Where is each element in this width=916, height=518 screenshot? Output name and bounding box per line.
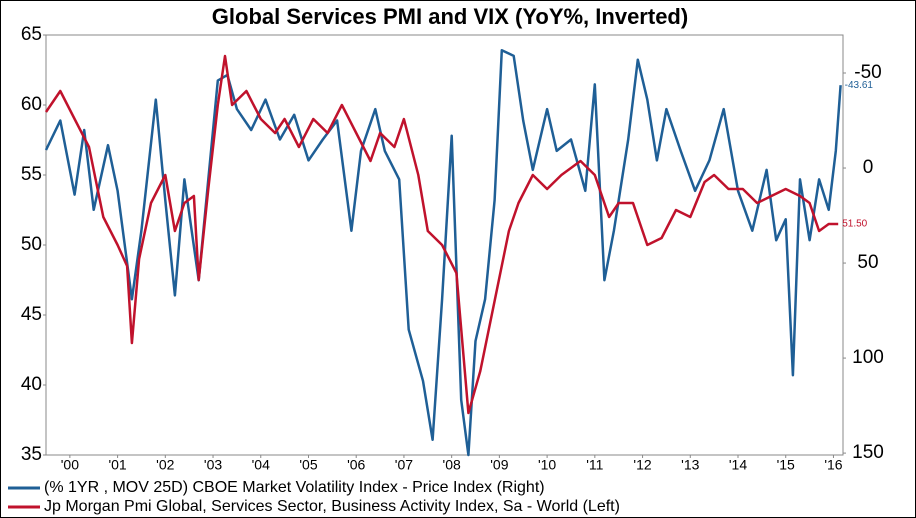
x-tick-label: '07 [395,457,413,473]
x-tick-label: '15 [777,457,795,473]
x-tick-label: '06 [347,457,365,473]
y2-tick-label: 100 [852,347,884,368]
x-tick-label: '09 [490,457,508,473]
y-tick-label: 35 [21,444,42,465]
x-tick-label: '11 [586,457,603,473]
y2-tick-label: 50 [857,252,878,273]
y-tick-label: 65 [21,24,42,45]
legend-label: Jp Morgan Pmi Global, Services Sector, B… [44,498,620,515]
x-tick-label: '01 [108,457,126,473]
y2-tick-label: -50 [854,62,881,83]
value-label: 51.50 [842,219,867,230]
x-tick-label: '10 [538,457,556,473]
y2-tick-label: 0 [863,157,874,178]
series-line [44,54,839,415]
y-tick-label: 55 [21,164,42,185]
x-tick-label: '13 [681,457,699,473]
x-tick-label: '04 [252,457,270,473]
legend-label: (% 1YR , MOV 25D) CBOE Market Volatility… [44,479,545,496]
x-tick-label: '14 [729,457,747,473]
chart-title: Global Services PMI and VIX (YoY%, Inver… [212,4,688,29]
series-line [44,48,842,457]
x-tick-label: '12 [633,457,651,473]
y-tick-label: 40 [21,374,42,395]
x-tick-label: '03 [204,457,222,473]
x-tick-label: '08 [443,457,461,473]
x-tick-label: '02 [156,457,174,473]
y2-tick-label: 150 [852,442,884,463]
y-tick-label: 60 [21,94,42,115]
value-label: -43.61 [845,80,874,91]
y-tick-label: 50 [21,234,42,255]
x-tick-label: '00 [61,457,79,473]
x-tick-label: '16 [824,457,842,473]
y-tick-label: 45 [21,304,42,325]
x-tick-label: '05 [299,457,317,473]
